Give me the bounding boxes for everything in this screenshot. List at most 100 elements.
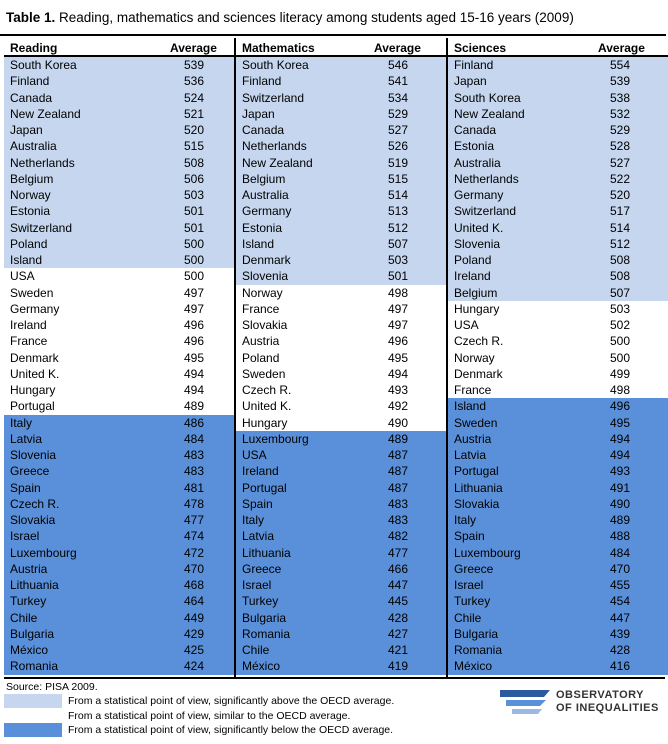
column-header-label: Reading	[10, 41, 58, 55]
country-cell: Lithuania	[10, 578, 59, 592]
table-row: Ireland 508	[448, 268, 668, 285]
column-header: Reading Average	[4, 38, 234, 57]
average-cell: 496	[183, 334, 204, 349]
country-cell: Slovenia	[454, 236, 501, 251]
country-cell: Portugal	[454, 464, 499, 479]
table-title: Table 1. Reading, mathematics and scienc…	[6, 10, 574, 25]
country-cell: Denmark	[10, 350, 59, 365]
country-cell: Poland	[242, 350, 280, 365]
country-cell: Latvia	[454, 448, 487, 462]
legend-label: From a statistical point of view, simila…	[68, 710, 351, 722]
country-cell: Israel	[242, 578, 272, 592]
country-cell: Luxembourg	[10, 545, 77, 560]
average-cell: 474	[183, 529, 204, 544]
table-row: Sweden 497	[4, 284, 234, 301]
table-row: Japan 520	[4, 122, 234, 139]
average-cell: 484	[609, 545, 630, 560]
country-cell: Slovenia	[242, 269, 289, 284]
country-cell: Estonia	[10, 204, 51, 219]
country-cell: Luxembourg	[242, 431, 309, 446]
table-row: Bulgaria 428	[236, 609, 446, 626]
country-cell: Ireland	[242, 464, 279, 479]
average-cell: 536	[183, 74, 204, 89]
country-cell: Bulgaria	[242, 610, 287, 625]
table-bottom-rule	[4, 677, 665, 679]
country-cell: Chile	[242, 643, 270, 657]
table-row: Lithuania 468	[4, 577, 234, 594]
table-row: Norway 498	[236, 284, 446, 301]
table-row: Japan 539	[448, 73, 668, 90]
table-row: Spain 481	[4, 479, 234, 496]
legend-item-above: From a statistical point of view, signif…	[4, 694, 448, 708]
country-cell: France	[10, 334, 48, 349]
country-cell: USA	[454, 318, 479, 332]
table-row: Sweden 495	[448, 414, 668, 431]
average-cell: 520	[609, 188, 630, 202]
country-cell: New Zealand	[10, 106, 81, 121]
table-row: New Zealand 532	[448, 105, 668, 122]
average-cell: 512	[387, 220, 408, 235]
table-row: South Korea 546	[236, 57, 446, 74]
average-cell: 493	[609, 464, 630, 479]
country-cell: Greece	[10, 464, 50, 479]
table-row: Slovenia 483	[4, 447, 234, 464]
sciences-rows: Finland 554 Japan 539 South Korea 538 New Zeal…	[448, 57, 668, 675]
average-cell: 494	[609, 448, 630, 462]
country-cell: USA	[10, 269, 35, 284]
country-cell: Estonia	[454, 139, 495, 154]
country-cell: Sweden	[242, 366, 286, 381]
table-row: Denmark 499	[448, 365, 668, 382]
average-cell: 483	[183, 448, 204, 462]
country-cell: Hungary	[454, 301, 500, 316]
table-row: Slovakia 490	[448, 495, 668, 512]
table-row: Netherlands 508	[4, 154, 234, 171]
table-row: Chile 447	[448, 609, 668, 626]
table-row: Bulgaria 429	[4, 625, 234, 642]
country-cell: Canada	[242, 123, 285, 137]
table-row: Israel 455	[448, 577, 668, 594]
observatory-logo-icon	[500, 690, 550, 714]
table-row: Austria 496	[236, 333, 446, 350]
country-cell: Romania	[242, 626, 291, 641]
table-row: Finland 554	[448, 57, 668, 74]
table-row: Romania 427	[236, 625, 446, 642]
average-cell: 489	[609, 513, 630, 527]
average-cell: 528	[609, 139, 630, 154]
table-row: Turkey 445	[236, 593, 446, 610]
country-cell: Finland	[242, 74, 282, 89]
table-row: Sweden 494	[236, 365, 446, 382]
average-cell: 428	[609, 643, 630, 657]
average-cell: 497	[183, 301, 204, 316]
table-row: Israel 447	[236, 577, 446, 594]
average-cell: 477	[387, 545, 408, 560]
table-row: Island 507	[236, 235, 446, 252]
average-header-label: Average	[374, 41, 421, 55]
table-row: Estonia 512	[236, 219, 446, 236]
table-row: South Korea 538	[448, 89, 668, 106]
table-row: Chile 449	[4, 609, 234, 626]
country-cell: México	[10, 643, 49, 657]
average-cell: 514	[387, 188, 408, 202]
table-row: Italy 483	[236, 512, 446, 529]
table-row: Slovenia 512	[448, 235, 668, 252]
country-cell: Belgium	[242, 171, 286, 186]
legend-label: From a statistical point of view, signif…	[68, 695, 395, 707]
country-cell: Finland	[10, 74, 50, 89]
country-cell: South Korea	[454, 90, 521, 105]
country-cell: Slovakia	[10, 513, 56, 527]
average-cell: 522	[609, 171, 630, 186]
country-cell: Australia	[10, 139, 57, 154]
country-cell: Hungary	[10, 383, 56, 397]
average-cell: 493	[387, 383, 408, 397]
table-row: Czech R. 493	[236, 382, 446, 399]
country-cell: Canada	[10, 90, 53, 105]
table-row: Netherlands 522	[448, 170, 668, 187]
country-cell: Japan	[10, 123, 43, 137]
table-row: Slovakia 497	[236, 317, 446, 334]
country-cell: Romania	[10, 659, 59, 674]
table-row: Australia 515	[4, 138, 234, 155]
country-cell: Italy	[242, 513, 265, 527]
table-row: Luxembourg 484	[448, 544, 668, 561]
country-cell: Greece	[454, 561, 494, 576]
country-cell: Luxembourg	[454, 545, 521, 560]
